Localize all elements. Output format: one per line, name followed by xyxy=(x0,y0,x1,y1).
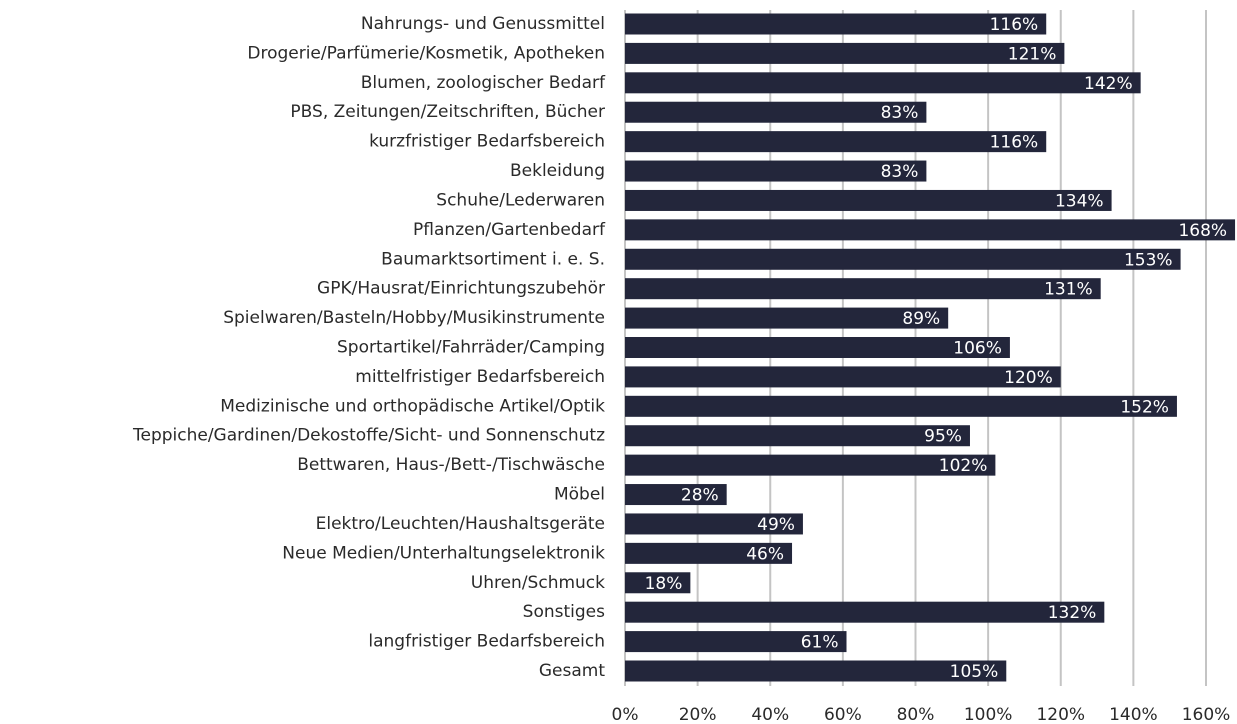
data-label: 49% xyxy=(757,515,795,535)
data-label: 116% xyxy=(990,133,1039,153)
data-label: 83% xyxy=(881,162,919,182)
bar xyxy=(625,160,927,182)
x-tick-label: 100% xyxy=(964,705,1013,724)
category-label: Teppiche/Gardinen/Dekostoffe/Sicht- und … xyxy=(132,426,605,446)
category-label: Medizinische und orthopädische Artikel/O… xyxy=(220,396,605,416)
category-label: Bettwaren, Haus-/Bett-/Tischwäsche xyxy=(297,455,605,475)
x-tick-label: 20% xyxy=(679,705,717,724)
data-label: 18% xyxy=(645,574,683,594)
category-label: Möbel xyxy=(554,485,605,505)
data-label: 134% xyxy=(1055,191,1104,211)
x-tick-label: 40% xyxy=(751,705,789,724)
category-label: Sportartikel/Fahrräder/Camping xyxy=(337,338,605,358)
bar xyxy=(625,278,1101,300)
x-tick-label: 0% xyxy=(612,705,639,724)
category-label: Nahrungs- und Genussmittel xyxy=(361,14,605,34)
bar xyxy=(625,248,1181,270)
data-label: 83% xyxy=(881,103,919,123)
data-label: 28% xyxy=(681,486,719,506)
category-label: Elektro/Leuchten/Haushaltsgeräte xyxy=(316,514,605,534)
data-label: 106% xyxy=(953,339,1002,359)
bar xyxy=(625,337,1010,358)
category-label: PBS, Zeitungen/Zeitschriften, Bücher xyxy=(290,102,605,122)
category-label: GPK/Hausrat/Einrichtungszubehör xyxy=(317,279,605,299)
data-label: 105% xyxy=(950,662,999,682)
data-label: 102% xyxy=(939,456,988,476)
data-label: 89% xyxy=(902,309,940,329)
category-label: Baumarktsortiment i. e. S. xyxy=(381,249,605,269)
data-label: 153% xyxy=(1124,250,1173,270)
bar xyxy=(625,513,803,535)
bar xyxy=(625,542,793,564)
category-label: Neue Medien/Unterhaltungselektronik xyxy=(282,543,605,563)
x-tick-label: 120% xyxy=(1036,705,1085,724)
bar xyxy=(625,660,1007,682)
bar xyxy=(625,219,1236,241)
category-label: Uhren/Schmuck xyxy=(471,573,605,593)
bar xyxy=(625,425,970,447)
category-label: Schuhe/Lederwaren xyxy=(436,190,605,210)
x-tick-label: 80% xyxy=(897,705,935,724)
data-label: 168% xyxy=(1178,221,1227,241)
bar xyxy=(625,366,1061,388)
data-label: 120% xyxy=(1004,368,1053,388)
data-label: 95% xyxy=(924,427,962,447)
bar xyxy=(625,572,691,594)
bar xyxy=(625,601,1105,623)
bar xyxy=(625,307,949,329)
data-label: 152% xyxy=(1120,397,1169,417)
x-tick-label: 160% xyxy=(1182,705,1231,724)
x-tick-label: 60% xyxy=(824,705,862,724)
data-label: 61% xyxy=(801,633,839,653)
bar xyxy=(625,101,927,123)
data-label: 46% xyxy=(746,544,784,564)
category-label: Spielwaren/Basteln/Hobby/Musikinstrument… xyxy=(223,308,605,328)
bar xyxy=(625,631,847,653)
bar xyxy=(625,395,1177,417)
data-label: 142% xyxy=(1084,74,1133,94)
bar xyxy=(625,189,1112,211)
x-tick-label: 140% xyxy=(1109,705,1158,724)
bar xyxy=(625,42,1065,64)
bar xyxy=(625,484,727,506)
category-label: Blumen, zoologischer Bedarf xyxy=(361,73,606,93)
category-label: Drogerie/Parfümerie/Kosmetik, Apotheken xyxy=(247,43,605,63)
bar xyxy=(625,454,996,476)
category-label: mittelfristiger Bedarfsbereich xyxy=(355,367,605,387)
bar xyxy=(625,72,1141,94)
bar xyxy=(625,13,1047,35)
category-label: kurzfristiger Bedarfsbereich xyxy=(369,132,605,152)
data-label: 131% xyxy=(1044,280,1093,300)
data-label: 116% xyxy=(990,15,1039,35)
category-label: Sonstiges xyxy=(523,602,605,622)
data-label: 121% xyxy=(1008,44,1057,64)
data-label: 132% xyxy=(1048,603,1097,623)
category-label: Gesamt xyxy=(539,661,605,681)
category-label: Bekleidung xyxy=(510,161,605,181)
category-label: langfristiger Bedarfsbereich xyxy=(368,632,605,652)
bar xyxy=(625,131,1047,153)
category-label: Pflanzen/Gartenbedarf xyxy=(413,220,606,240)
